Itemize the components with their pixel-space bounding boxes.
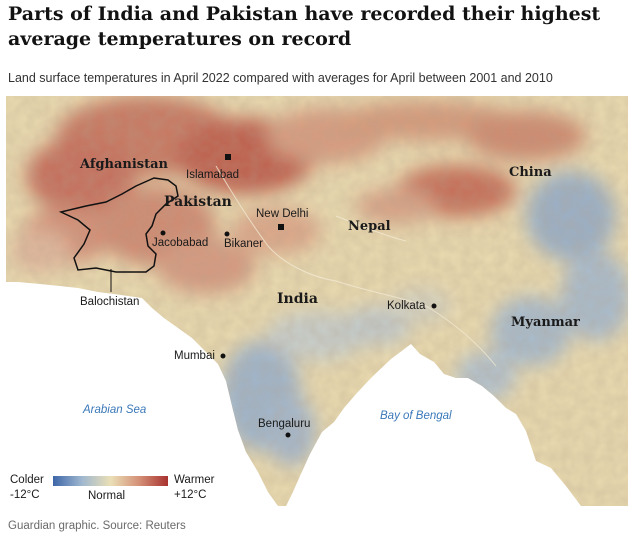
islamabad-label: Islamabad <box>186 169 239 181</box>
legend-min-value: -12°C <box>10 489 40 501</box>
bikaner-label: Bikaner <box>224 238 263 250</box>
legend-max-value: +12°C <box>174 489 207 501</box>
chart-title: Parts of India and Pakistan have recorde… <box>8 3 601 50</box>
china-label: China <box>509 165 552 180</box>
kolkata-label: Kolkata <box>387 300 426 312</box>
new-delhi-marker <box>278 224 284 230</box>
temperature-map: Afghanistan Pakistan China Nepal India M… <box>6 96 628 506</box>
jacobabad-marker <box>160 230 166 236</box>
mumbai-marker <box>220 353 226 359</box>
arabian-sea-label: Arabian Sea <box>82 404 146 416</box>
nepal-label: Nepal <box>348 219 391 234</box>
pakistan-label: Pakistan <box>164 194 232 210</box>
mumbai-label: Mumbai <box>174 350 215 362</box>
legend-colder-label: Colder <box>10 474 44 486</box>
bengaluru-label: Bengaluru <box>258 418 310 430</box>
legend-color-scale <box>53 476 168 486</box>
jacobabad-label: Jacobabad <box>152 237 208 249</box>
afghanistan-label: Afghanistan <box>79 157 169 172</box>
new-delhi-label: New Delhi <box>256 208 308 220</box>
source-credit: Guardian graphic. Source: Reuters <box>8 520 186 532</box>
bay-of-bengal-label: Bay of Bengal <box>380 410 452 422</box>
legend-warmer-label: Warmer <box>174 474 215 486</box>
temperature-legend: Colder Warmer -12°C Normal +12°C <box>8 474 223 504</box>
country-borders <box>215 165 497 367</box>
land-surface <box>6 96 628 506</box>
myanmar-label: Myanmar <box>511 315 580 330</box>
kolkata-marker <box>431 303 437 309</box>
bengaluru-marker <box>285 432 291 438</box>
india-label: India <box>277 291 318 307</box>
balochistan-label: Balochistan <box>80 296 139 308</box>
legend-normal-label: Normal <box>88 490 126 502</box>
islamabad-marker <box>225 154 231 160</box>
balochistan-outline <box>58 177 179 273</box>
chart-subtitle: Land surface temperatures in April 2022 … <box>8 71 553 85</box>
bikaner-marker <box>224 231 230 237</box>
